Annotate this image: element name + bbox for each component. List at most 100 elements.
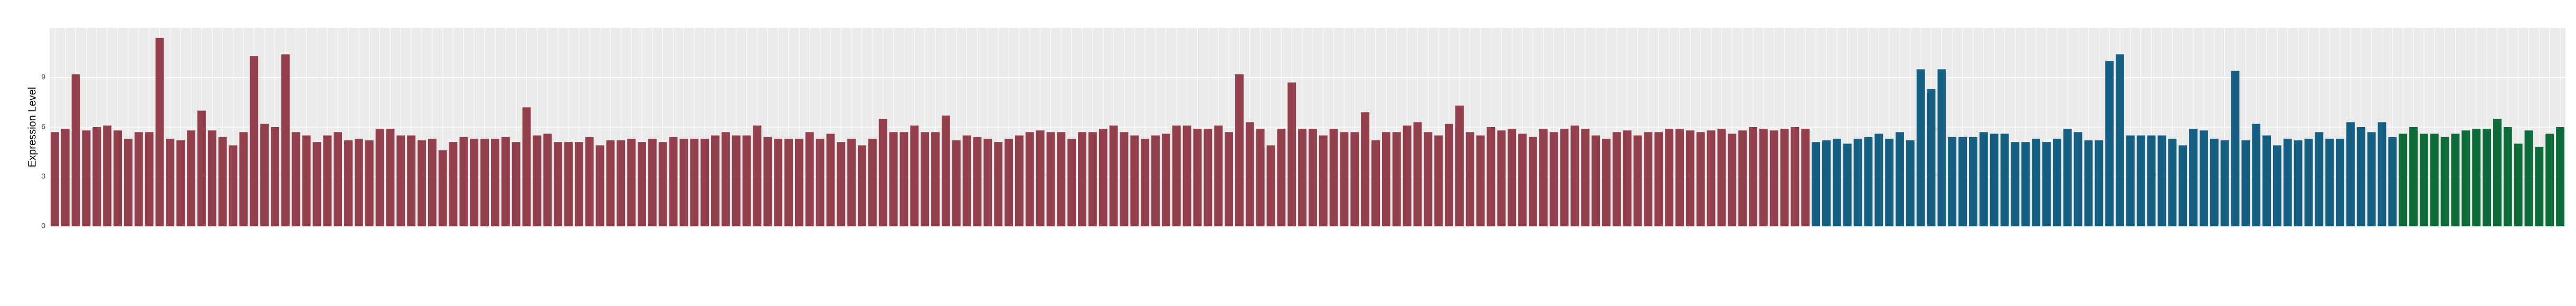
bar bbox=[574, 142, 583, 226]
bar bbox=[2231, 71, 2240, 226]
bar bbox=[1738, 130, 1747, 226]
bar bbox=[2272, 145, 2281, 226]
bar bbox=[2493, 119, 2502, 226]
bar bbox=[2210, 138, 2219, 226]
bar bbox=[1005, 138, 1013, 226]
bar bbox=[1717, 129, 1726, 226]
bar bbox=[1046, 132, 1055, 226]
bar bbox=[878, 119, 887, 226]
bar bbox=[721, 132, 730, 226]
bar bbox=[2116, 54, 2124, 226]
bar bbox=[92, 127, 101, 226]
bar bbox=[847, 138, 856, 226]
bar bbox=[2126, 135, 2135, 226]
bar bbox=[522, 107, 531, 226]
bar bbox=[638, 142, 646, 226]
bar bbox=[1340, 132, 1349, 226]
bar bbox=[858, 145, 866, 226]
bar bbox=[1434, 135, 1443, 226]
bar bbox=[1853, 138, 1862, 226]
bar bbox=[1906, 140, 1915, 226]
bar bbox=[2503, 127, 2512, 226]
bar bbox=[1896, 132, 1904, 226]
bar bbox=[564, 142, 573, 226]
bar bbox=[187, 130, 196, 226]
bar bbox=[1665, 129, 1674, 226]
bar bbox=[1141, 138, 1150, 226]
bar bbox=[763, 137, 772, 226]
bar bbox=[2451, 133, 2460, 226]
bar bbox=[2021, 142, 2030, 226]
bar bbox=[2346, 122, 2355, 226]
bar bbox=[1791, 127, 1800, 226]
bar bbox=[1675, 129, 1684, 226]
bar bbox=[1759, 129, 1768, 226]
bar bbox=[176, 140, 185, 226]
bar bbox=[155, 37, 164, 227]
bar bbox=[344, 140, 353, 226]
bar bbox=[312, 142, 321, 226]
bar bbox=[1644, 132, 1653, 226]
bar bbox=[1424, 132, 1433, 226]
bar bbox=[334, 132, 343, 226]
bar bbox=[1539, 129, 1548, 226]
bar bbox=[281, 54, 290, 226]
bar bbox=[826, 133, 835, 226]
bar bbox=[1067, 138, 1076, 226]
bar bbox=[1612, 132, 1621, 226]
bar bbox=[1832, 138, 1841, 226]
bar bbox=[1696, 132, 1705, 226]
bar bbox=[658, 142, 667, 226]
bar bbox=[2199, 130, 2208, 226]
bar bbox=[2461, 130, 2470, 226]
bar bbox=[250, 56, 259, 227]
y-tick-label: 0 bbox=[41, 222, 45, 230]
bar bbox=[1277, 129, 1286, 226]
bar bbox=[742, 135, 751, 226]
bar bbox=[2032, 138, 2041, 226]
bar bbox=[837, 142, 846, 226]
bar bbox=[2084, 140, 2093, 226]
bar bbox=[533, 135, 542, 226]
bar bbox=[2545, 133, 2554, 226]
bar bbox=[1120, 132, 1129, 226]
bar bbox=[1812, 142, 1821, 226]
y-tick-label: 3 bbox=[41, 172, 45, 180]
bar bbox=[952, 140, 961, 226]
bar bbox=[323, 135, 332, 226]
bar bbox=[2483, 129, 2492, 226]
bar bbox=[418, 140, 426, 226]
bar bbox=[732, 135, 741, 226]
bar bbox=[1098, 129, 1107, 226]
bar bbox=[229, 145, 238, 226]
bar bbox=[1948, 137, 1957, 226]
bar bbox=[921, 132, 930, 226]
bar bbox=[1455, 106, 1464, 226]
bar bbox=[794, 138, 803, 226]
bar bbox=[1256, 129, 1265, 226]
bar bbox=[700, 138, 709, 226]
bar bbox=[2315, 132, 2324, 226]
bar bbox=[648, 138, 657, 226]
bar bbox=[1937, 69, 1946, 227]
bar bbox=[480, 138, 489, 226]
bar bbox=[2095, 140, 2104, 226]
bar bbox=[910, 125, 919, 226]
bar bbox=[2252, 123, 2261, 226]
bar bbox=[1801, 129, 1810, 226]
bar bbox=[1109, 125, 1118, 226]
bar bbox=[2430, 133, 2439, 226]
bar bbox=[1560, 129, 1569, 226]
bar bbox=[1172, 125, 1181, 226]
bar bbox=[1413, 122, 1422, 226]
bar bbox=[1298, 129, 1307, 226]
bar bbox=[271, 127, 279, 226]
bar bbox=[1130, 135, 1139, 226]
bar bbox=[627, 138, 636, 226]
bar bbox=[1592, 135, 1600, 226]
bar bbox=[2409, 127, 2418, 226]
bar bbox=[2325, 138, 2334, 226]
bar bbox=[1204, 129, 1213, 226]
bar bbox=[753, 125, 762, 226]
